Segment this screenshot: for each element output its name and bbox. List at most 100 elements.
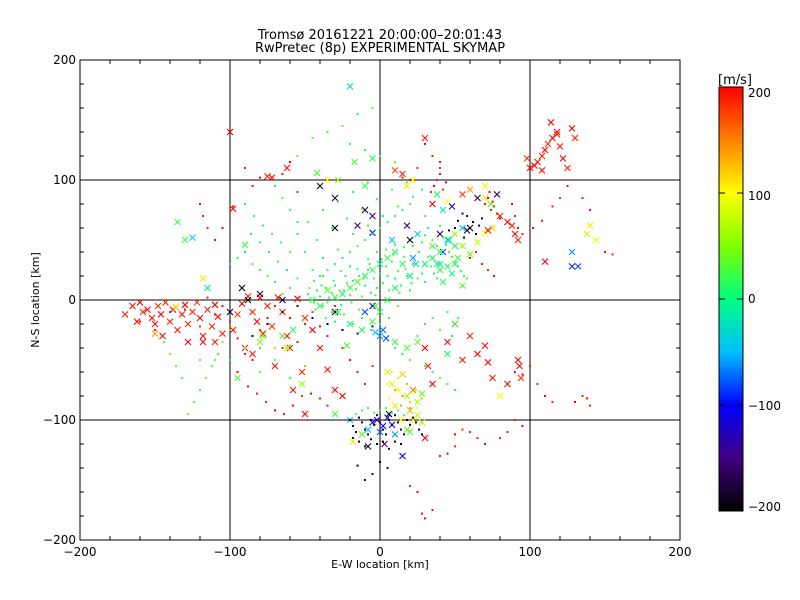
dot-marker bbox=[289, 251, 291, 253]
cross-marker bbox=[331, 224, 339, 232]
dot-marker bbox=[341, 257, 344, 259]
dot-marker bbox=[259, 347, 261, 349]
dot-marker bbox=[214, 359, 216, 361]
dot-marker bbox=[289, 317, 291, 319]
dot-marker bbox=[581, 395, 584, 397]
dot-marker bbox=[460, 270, 462, 273]
dot-marker bbox=[409, 407, 411, 409]
dot-marker bbox=[406, 181, 408, 184]
cross-marker bbox=[249, 308, 256, 316]
dot-marker bbox=[379, 272, 381, 275]
cross-marker bbox=[196, 314, 204, 322]
dot-marker bbox=[304, 365, 306, 367]
dot-marker bbox=[352, 425, 354, 427]
dot-marker bbox=[431, 239, 434, 241]
dot-marker bbox=[394, 347, 396, 349]
dot-marker bbox=[386, 467, 389, 469]
cross-marker bbox=[339, 290, 346, 298]
dot-marker bbox=[244, 251, 246, 253]
cross-marker bbox=[259, 332, 267, 340]
dot-marker bbox=[266, 317, 269, 319]
dot-marker bbox=[416, 335, 419, 337]
cross-marker bbox=[553, 128, 561, 136]
cross-marker bbox=[444, 263, 451, 270]
dot-marker bbox=[370, 419, 372, 421]
dot-marker bbox=[442, 188, 444, 191]
cross-marker bbox=[178, 311, 186, 318]
dot-marker bbox=[334, 263, 336, 265]
dot-marker bbox=[356, 371, 359, 373]
cross-marker bbox=[309, 326, 316, 334]
dot-marker bbox=[236, 371, 239, 373]
dot-marker bbox=[410, 282, 413, 285]
cross-marker bbox=[229, 326, 237, 334]
dot-marker bbox=[506, 431, 509, 433]
cross-marker bbox=[399, 452, 406, 460]
cross-marker bbox=[406, 428, 414, 436]
dot-marker bbox=[491, 200, 494, 203]
cross-marker bbox=[268, 323, 276, 330]
dot-marker bbox=[361, 409, 363, 412]
cross-marker bbox=[504, 218, 511, 226]
dot-marker bbox=[388, 419, 390, 421]
cross-marker bbox=[174, 326, 181, 334]
cross-marker bbox=[241, 241, 249, 249]
dot-marker bbox=[379, 421, 381, 424]
dot-marker bbox=[418, 428, 420, 431]
dot-marker bbox=[281, 173, 284, 175]
dot-marker bbox=[364, 149, 366, 151]
dot-marker bbox=[398, 291, 401, 294]
dot-marker bbox=[325, 287, 327, 289]
dot-marker bbox=[373, 423, 375, 426]
dot-marker bbox=[349, 251, 351, 253]
dot-marker bbox=[431, 509, 434, 511]
dot-marker bbox=[214, 239, 216, 241]
dot-marker bbox=[445, 243, 447, 246]
dot-marker bbox=[490, 209, 492, 211]
dot-marker bbox=[397, 270, 399, 273]
cross-marker bbox=[294, 295, 301, 303]
x-tick-label: −100 bbox=[214, 545, 247, 559]
cross-marker bbox=[517, 374, 525, 382]
cross-marker bbox=[204, 306, 211, 313]
cross-marker bbox=[448, 203, 456, 210]
dot-marker bbox=[349, 419, 351, 421]
x-tick-label: 100 bbox=[519, 545, 542, 559]
dot-marker bbox=[406, 419, 408, 421]
dot-marker bbox=[412, 245, 414, 247]
dot-marker bbox=[394, 161, 396, 163]
dot-marker bbox=[274, 281, 276, 283]
cross-marker bbox=[234, 374, 241, 382]
y-axis-label: N-S location [km] bbox=[29, 252, 42, 348]
dot-marker bbox=[433, 185, 435, 187]
dot-marker bbox=[416, 277, 419, 280]
dot-marker bbox=[296, 191, 299, 193]
dot-marker bbox=[404, 267, 407, 270]
dot-marker bbox=[394, 389, 396, 391]
dot-marker bbox=[367, 258, 369, 261]
cross-marker bbox=[279, 296, 286, 304]
dot-marker bbox=[401, 395, 404, 397]
dot-marker bbox=[514, 419, 516, 421]
dot-marker bbox=[385, 265, 387, 268]
cross-marker bbox=[376, 332, 384, 340]
cross-marker bbox=[331, 194, 339, 202]
cross-marker bbox=[481, 182, 489, 190]
dot-marker bbox=[409, 289, 411, 292]
cross-marker bbox=[384, 368, 391, 376]
dot-marker bbox=[274, 347, 276, 349]
dot-marker bbox=[401, 209, 404, 211]
y-tick-label: 200 bbox=[53, 53, 76, 67]
dot-marker bbox=[311, 269, 314, 271]
cross-marker bbox=[253, 318, 261, 325]
dot-marker bbox=[481, 263, 483, 265]
dot-marker bbox=[236, 337, 239, 340]
dot-marker bbox=[259, 176, 261, 179]
cross-marker bbox=[351, 158, 358, 166]
dot-marker bbox=[274, 305, 276, 307]
dot-marker bbox=[341, 125, 344, 127]
dot-marker bbox=[412, 263, 414, 265]
dot-marker bbox=[259, 241, 261, 244]
cross-marker bbox=[403, 222, 411, 229]
cross-marker bbox=[376, 308, 384, 316]
